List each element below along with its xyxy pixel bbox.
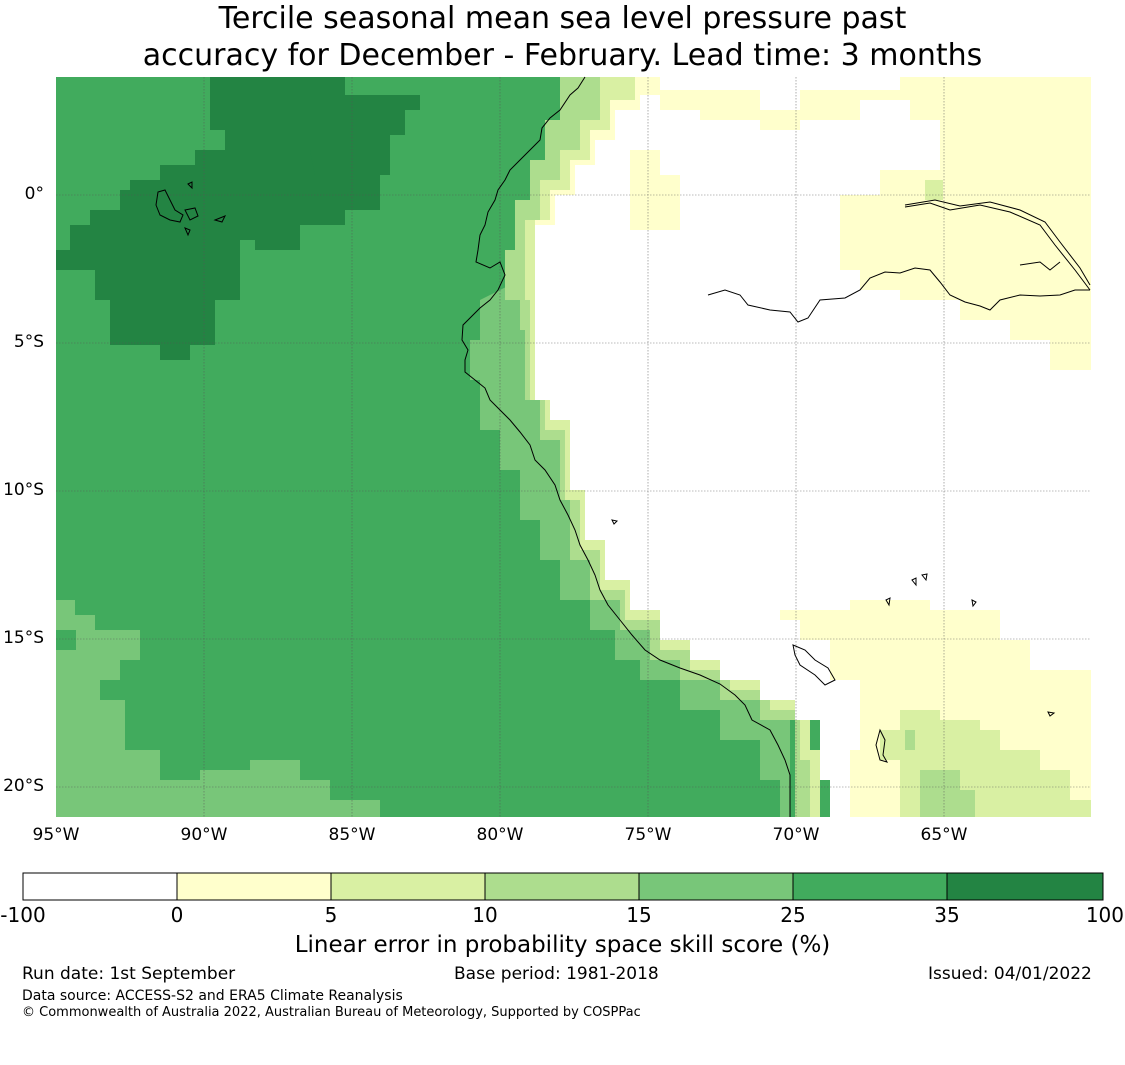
gridlines xyxy=(56,77,1091,817)
lon-label-95w: 95°W xyxy=(32,825,80,845)
yellow-green-coastal-band xyxy=(530,300,820,817)
light-green-south xyxy=(920,770,975,817)
copyright: © Commonwealth of Australia 2022, Austra… xyxy=(22,1005,641,1020)
lat-label-20s: 20°S xyxy=(3,776,44,796)
colorbar xyxy=(22,872,1104,901)
north-coast-light-green xyxy=(505,77,600,300)
colorbar-bin-neg100-0 xyxy=(22,872,178,901)
lat-label-10s: 10°S xyxy=(3,480,44,500)
lon-label-65w: 65°W xyxy=(920,825,968,845)
lon-label-85w: 85°W xyxy=(328,825,376,845)
dark-green-region xyxy=(56,77,420,360)
colorbar-tick-15: 15 xyxy=(626,903,652,927)
lat-label-5s: 5°S xyxy=(13,332,44,352)
mid-green-coastal-band xyxy=(470,285,790,817)
colorbar-tick-0: 0 xyxy=(170,903,184,927)
colorbar-tick-5: 5 xyxy=(324,903,338,927)
colorbar-tick-35: 35 xyxy=(934,903,960,927)
title-line-2: accuracy for December - February. Lead t… xyxy=(142,38,983,73)
pale-yellow-north xyxy=(660,77,1091,370)
issued-date: Issued: 04/01/2022 xyxy=(928,964,1092,984)
north-coast-yellow-green xyxy=(525,77,635,300)
colorbar-tick-100: 100 xyxy=(1085,903,1124,927)
lake-islands xyxy=(611,519,1056,763)
lon-label-90w: 90°W xyxy=(180,825,228,845)
colorbar-bin-35-100 xyxy=(946,872,1104,901)
lon-label-80w: 80°W xyxy=(476,825,524,845)
title-line-1: Tercile seasonal mean sea level pressure… xyxy=(218,1,907,36)
lat-label-15s: 15°S xyxy=(3,628,44,648)
map-title: Tercile seasonal mean sea level pressure… xyxy=(0,0,1125,74)
green-patch-sw xyxy=(56,630,76,650)
mid-green-southwest xyxy=(56,600,380,817)
coastline xyxy=(461,76,791,817)
colorbar-bin-5-10 xyxy=(330,872,486,901)
colorbar-label: Linear error in probability space skill … xyxy=(294,932,831,958)
lat-label-0: 0° xyxy=(24,184,44,204)
rivers xyxy=(707,199,1091,323)
lon-label-70w: 70°W xyxy=(772,825,820,845)
run-date: Run date: 1st September xyxy=(22,964,236,984)
colorbar-bin-15-25 xyxy=(638,872,794,901)
pale-yellow-north-2 xyxy=(630,150,680,230)
colorbar-bin-0-5 xyxy=(176,872,332,901)
colorbar-tick-10: 10 xyxy=(472,903,498,927)
small-light-green-patch xyxy=(905,730,915,750)
colorbar-bin-10-15 xyxy=(484,872,640,901)
colorbar-tick-neg100: -100 xyxy=(0,903,46,927)
data-source: Data source: ACCESS-S2 and ERA5 Climate … xyxy=(22,988,403,1004)
galapagos-islands xyxy=(155,181,227,237)
light-green-coastal-band xyxy=(520,295,810,817)
colorbar-bin-25-35 xyxy=(792,872,948,901)
lon-label-75w: 75°W xyxy=(624,825,672,845)
base-period: Base period: 1981-2018 xyxy=(454,964,659,984)
colorbar-tick-25: 25 xyxy=(780,903,806,927)
small-yellow-green-patch xyxy=(925,180,943,200)
